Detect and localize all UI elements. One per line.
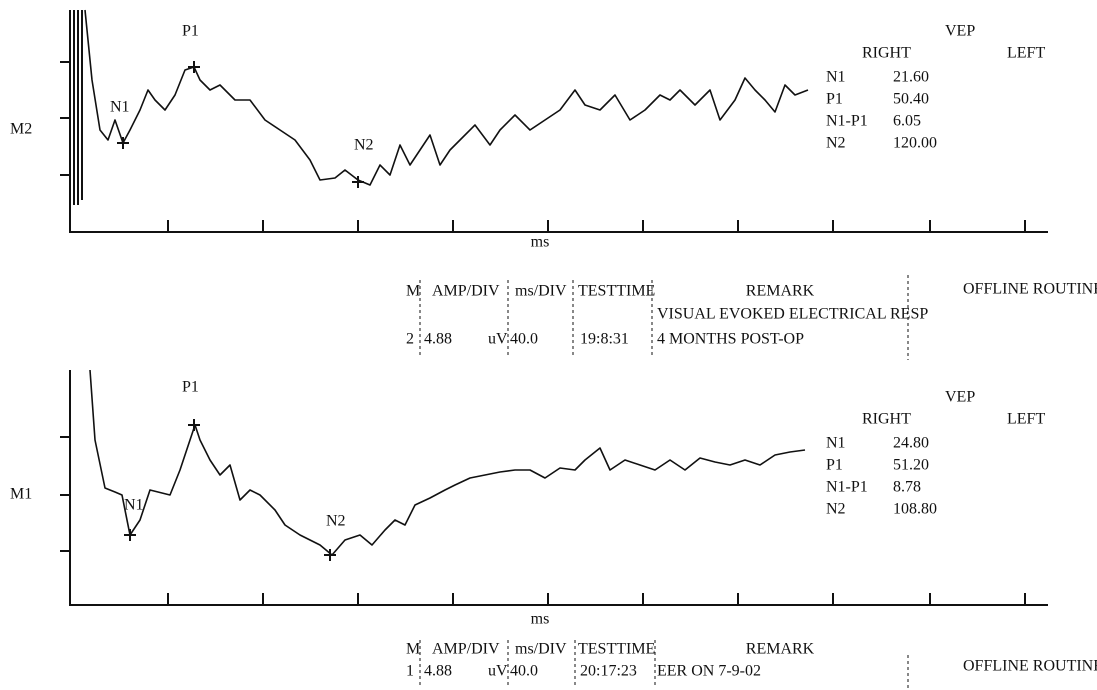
info-header: ms/DIV	[515, 283, 567, 300]
info-value: 1	[406, 663, 414, 680]
routine-label: OFFLINE ROUTINE	[963, 658, 1097, 675]
stimulus-artifact	[73, 10, 83, 205]
axes	[69, 370, 1048, 606]
result-name: P1	[826, 457, 843, 474]
result-name: N1	[826, 69, 846, 86]
info-header: TESTTIME	[578, 641, 655, 658]
info-value: 2	[406, 331, 414, 348]
waveform	[84, 9, 809, 186]
info-header: M	[406, 641, 420, 658]
result-value: 24.80	[893, 435, 929, 452]
results-title: VEP	[945, 23, 975, 40]
axis-label: ms	[531, 611, 550, 628]
peak-label: N1	[110, 99, 130, 116]
result-name: N1	[826, 435, 846, 452]
remark-line: VISUAL EVOKED ELECTRICAL RESP	[657, 306, 928, 323]
result-name: N2	[826, 501, 846, 518]
result-name: N1-P1	[826, 479, 868, 496]
results-left: LEFT	[1007, 45, 1045, 62]
results-left: LEFT	[1007, 411, 1045, 428]
info-value: 20:17:23	[580, 663, 637, 680]
info-header: REMARK	[746, 641, 815, 658]
ticks	[60, 61, 1026, 232]
result-value: 51.20	[893, 457, 929, 474]
peak-label: N2	[354, 137, 374, 154]
peak-label: P1	[182, 379, 199, 396]
panel-2-graph	[60, 369, 1048, 606]
routine-label: OFFLINE ROUTINE	[963, 281, 1097, 298]
peak-label: P1	[182, 23, 199, 40]
info-header: ms/DIV	[515, 641, 567, 658]
ticks	[60, 436, 1026, 605]
info-header: AMP/DIV	[432, 641, 500, 658]
result-name: P1	[826, 91, 843, 108]
result-value: 50.40	[893, 91, 929, 108]
axis-label: ms	[531, 234, 550, 251]
waveform	[89, 369, 806, 556]
remark-line: 4 MONTHS POST-OP	[657, 331, 804, 348]
channel-label: M1	[10, 486, 32, 503]
channel-label: M2	[10, 121, 32, 138]
info-value: 4.88	[424, 663, 452, 680]
result-value: 6.05	[893, 113, 921, 130]
results-right: RIGHT	[862, 45, 911, 62]
result-value: 120.00	[893, 135, 937, 152]
info-value: uV	[488, 331, 508, 348]
info-value: uV	[488, 663, 508, 680]
peak-label: N1	[124, 497, 144, 514]
results-right: RIGHT	[862, 411, 911, 428]
info-value: 40.0	[510, 331, 538, 348]
panel-1-graph	[60, 9, 1048, 233]
peak-markers	[117, 61, 364, 188]
info-value: 4.88	[424, 331, 452, 348]
info-value: 19:8:31	[580, 331, 629, 348]
result-name: N2	[826, 135, 846, 152]
remark-line: EER ON 7-9-02	[657, 663, 761, 680]
info-header: REMARK	[746, 283, 815, 300]
result-value: 108.80	[893, 501, 937, 518]
peak-markers	[124, 419, 336, 561]
info-header: AMP/DIV	[432, 283, 500, 300]
table-separators	[419, 275, 909, 360]
results-title: VEP	[945, 389, 975, 406]
info-header: TESTTIME	[578, 283, 655, 300]
result-name: N1-P1	[826, 113, 868, 130]
result-value: 8.78	[893, 479, 921, 496]
info-value: 40.0	[510, 663, 538, 680]
axes	[69, 10, 1048, 233]
result-value: 21.60	[893, 69, 929, 86]
peak-label: N2	[326, 513, 346, 530]
info-header: M	[406, 283, 420, 300]
